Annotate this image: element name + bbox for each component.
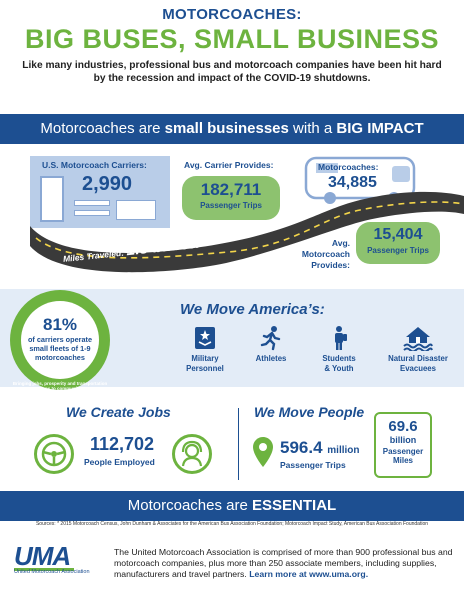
essential-bold: ESSENTIAL [252, 497, 337, 514]
essential-text: Motorcoaches are [127, 497, 253, 514]
move-label: Natural Disaster Evacuees [376, 354, 460, 373]
fleet-arc-text: Bringing jobs, prosperity and transporta… [12, 381, 108, 391]
fleet-percent: 81% [42, 315, 78, 334]
move-item-evacuees: Natural Disaster Evacuees [376, 325, 460, 373]
people-title: We Move People [254, 404, 365, 420]
athlete-running-icon [260, 326, 281, 351]
header-kicker: MOTORCOACHES: [162, 6, 302, 23]
uma-logo: UMA United Motorcoach Association [14, 541, 98, 575]
people-value: 596.4 [280, 438, 323, 457]
jobs-value: 112,702 [90, 434, 155, 454]
move-label-2: & Youth [324, 363, 354, 373]
move-label-1: Military [191, 354, 219, 363]
move-label: Students & Youth [304, 354, 374, 373]
military-chevron-icon [195, 327, 215, 349]
people-unit: Passenger Trips [280, 460, 346, 470]
impact-banner: Motorcoaches are small businesses with a… [0, 114, 464, 144]
miles-box-value: 69.6 [388, 418, 418, 435]
header-title: BIG BUSES, SMALL BUSINESS [24, 24, 440, 54]
people-value-wrap: 596.4 million [280, 438, 360, 458]
jobs-unit: People Employed [84, 457, 155, 467]
move-item-athletes: Athletes [236, 325, 306, 364]
coaches-value: 34,885 [328, 174, 377, 191]
banner-text: Motorcoaches are [40, 120, 165, 137]
move-label-2: Personnel [186, 363, 224, 373]
section-divider [238, 408, 239, 480]
banner-bold-2: BIG IMPACT [336, 120, 424, 137]
banner-bold: small businesses [164, 120, 289, 137]
jobs-title: We Create Jobs [66, 404, 171, 420]
coach-provides-value: 15,404 [373, 226, 423, 243]
carriers-value: 2,990 [82, 173, 133, 195]
move-title: We Move America’s: [180, 301, 325, 318]
coach-provides-label-1: Avg. Motorcoach [301, 238, 350, 259]
crowd-illustration-2 [356, 222, 440, 264]
student-icon [335, 326, 347, 350]
headset-person-icon [172, 434, 212, 474]
footer-text: The United Motorcoach Association is com… [114, 547, 454, 580]
move-label-1: Students [322, 354, 356, 363]
move-item-military: Military Personnel [170, 325, 240, 373]
move-item-students: Students & Youth [304, 325, 374, 373]
banner-text-mid: with a [288, 120, 337, 137]
coach-provides-label-2: Provides: [311, 260, 350, 270]
logo-text: UMA [14, 541, 71, 571]
footer-link[interactable]: Learn more at www.uma.org. [249, 569, 369, 579]
move-label-2: Evacuees [400, 363, 436, 373]
move-label: Military Personnel [170, 354, 240, 373]
miles-box-unit-2: Miles [392, 456, 413, 465]
header: MOTORCOACHES: BIG BUSES, SMALL BUSINESS … [0, 6, 464, 85]
map-pin-icon [253, 437, 273, 467]
move-label: Athletes [236, 354, 306, 364]
move-label-1: Athletes [255, 354, 287, 363]
passenger-miles-box: 69.6 billion Passenger Miles [374, 412, 432, 478]
carriers-label: U.S. Motorcoach Carriers: [42, 160, 147, 170]
fleet-ring-inner [21, 301, 99, 379]
people-value-suffix: million [327, 445, 360, 456]
essential-banner: Motorcoaches are ESSENTIAL [0, 491, 464, 521]
header-subtitle: Like many industries, professional bus a… [22, 60, 442, 84]
miles-label: Miles Traveled: [62, 247, 125, 264]
logo-subtitle: United Motorcoach Association [14, 569, 90, 575]
provides-label: Avg. Carrier Provides: [184, 160, 274, 170]
logo-swoosh [14, 568, 74, 571]
miles-box-unit-1: Passenger [382, 447, 424, 456]
move-label-1: Natural Disaster [388, 354, 448, 363]
footer-body: The United Motorcoach Association is com… [114, 547, 453, 579]
coach-provides-label: Avg. Motorcoach Provides: [284, 238, 350, 271]
coach-provides-unit: Passenger Trips [367, 246, 429, 255]
sources-text: Sources: * 2015 Motorcoach Census, John … [35, 521, 429, 527]
flooded-house-icon [403, 327, 433, 351]
fleet-text: of carriers operate small fleets of 1-9 … [27, 335, 93, 362]
steering-wheel-icon [34, 434, 74, 474]
miles-box-suffix: billion [389, 435, 417, 445]
coaches-label: Motorcoaches: [318, 162, 379, 172]
